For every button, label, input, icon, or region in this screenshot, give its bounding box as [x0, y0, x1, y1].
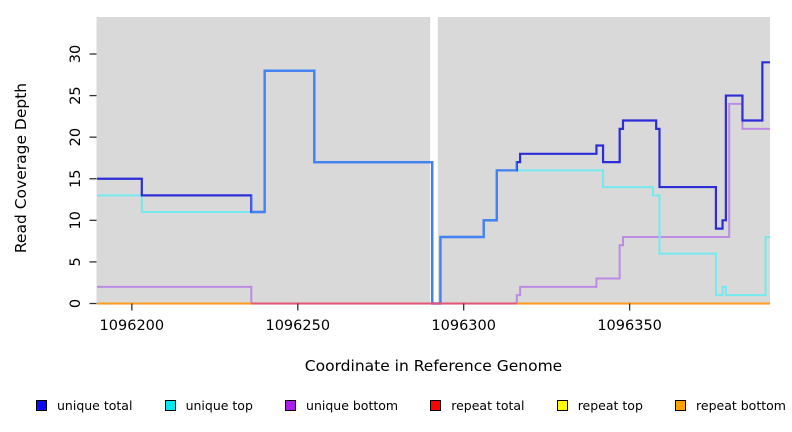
y-tick-label: 30 — [68, 45, 84, 63]
legend-swatch-unique-top — [164, 400, 176, 411]
legend-swatch-repeat-top — [556, 400, 568, 411]
y-tick-label: 20 — [68, 128, 84, 146]
x-tick-label: 1096300 — [431, 318, 496, 334]
legend-swatch-repeat-total — [430, 400, 442, 411]
legend-item-repeat-total: repeat total — [430, 398, 525, 413]
legend-swatch-repeat-bottom — [675, 400, 687, 411]
legend-swatch-unique-bottom — [285, 400, 297, 411]
y-tick-label: 10 — [68, 211, 84, 229]
legend-label: repeat total — [451, 398, 525, 413]
legend-label: unique bottom — [306, 398, 399, 413]
legend-swatch-unique-total — [36, 400, 47, 411]
coverage-chart-canvas: 1096200 1096250 1096300 1096350 0 5 10 15 20 25 30 — [68, 17, 770, 334]
x-tick-label: 1096200 — [100, 318, 165, 334]
coverage-gap-band — [430, 17, 438, 305]
legend-label: repeat top — [577, 398, 643, 413]
y-tick-label: 0 — [68, 299, 84, 308]
legend-label: unique top — [185, 398, 253, 413]
y-axis-title: Read Coverage Depth — [12, 82, 30, 254]
y-tick-label: 5 — [68, 257, 84, 266]
x-tick-label: 1096350 — [597, 318, 662, 334]
legend-item-unique-total: unique total — [36, 398, 132, 413]
legend-item-unique-bottom: unique bottom — [285, 398, 398, 413]
legend-label: unique total — [57, 398, 133, 413]
y-tick-label: 25 — [68, 86, 84, 104]
legend: unique total unique top unique bottom repea… — [36, 398, 786, 413]
legend-item-unique-top: unique top — [164, 398, 253, 413]
x-axis-title: Coordinate in Reference Genome — [304, 357, 563, 375]
x-tick-label: 1096250 — [265, 318, 330, 334]
series-unique-total-line — [251, 69, 517, 305]
legend-label: repeat bottom — [696, 398, 786, 413]
legend-item-repeat-top: repeat top — [556, 398, 643, 413]
y-tick-label: 15 — [68, 170, 84, 188]
legend-item-repeat-bottom: repeat bottom — [675, 398, 786, 413]
